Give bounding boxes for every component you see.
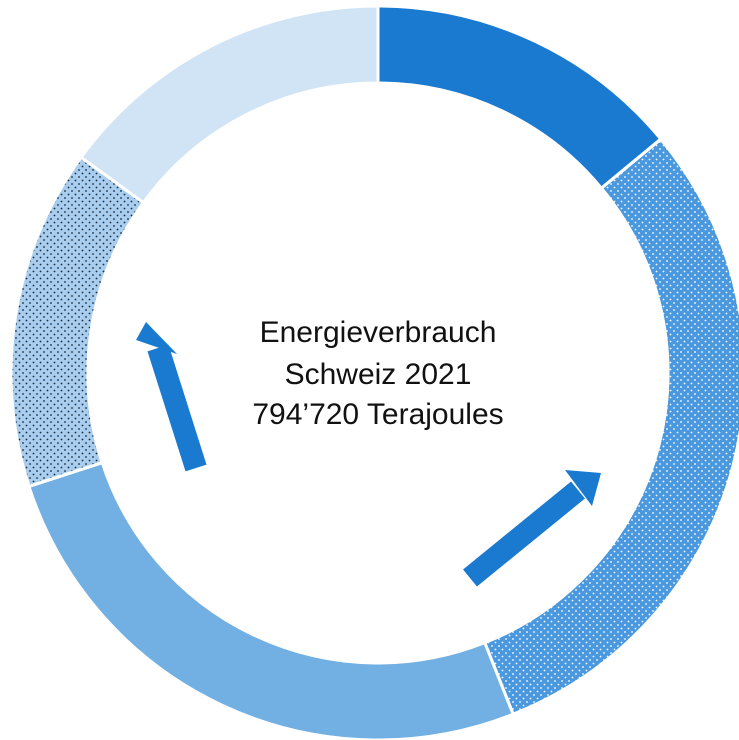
donut-segment [378,6,661,188]
arrow [470,470,601,578]
center-label: Energieverbrauch [260,316,497,349]
donut-segment [81,6,378,203]
donut-segment [29,463,513,740]
center-label: Schweiz 2021 [285,358,472,391]
segment-pattern [11,157,143,486]
chart: Energieverbrauch Schweiz 2021 794’720 Te… [0,0,739,740]
segment-pattern [485,139,739,714]
arrow [136,322,196,468]
center-label: 794’720 Terajoules [252,398,503,431]
